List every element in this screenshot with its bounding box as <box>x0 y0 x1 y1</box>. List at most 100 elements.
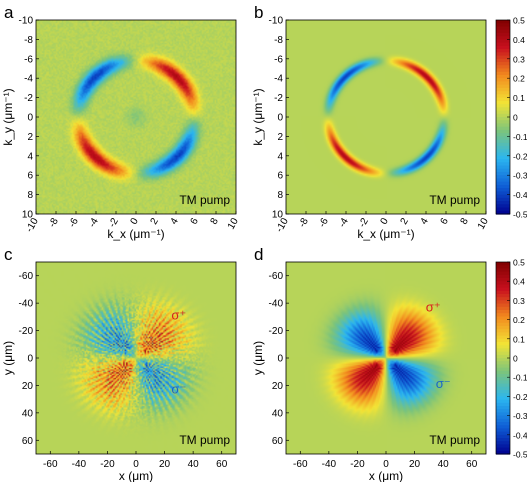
colorbar-swatch <box>496 374 510 378</box>
colorbar-swatch <box>496 133 510 137</box>
x-tick-label-c: 20 <box>159 459 171 470</box>
colorbar-swatch <box>496 26 510 31</box>
colorbar-swatch <box>496 87 510 92</box>
polarization-label-d: σ⁻ <box>436 376 451 391</box>
x-axis-label-d: x (μm) <box>369 469 403 482</box>
colorbar-swatch <box>496 49 510 53</box>
colorbar-swatch <box>496 149 510 154</box>
colorbar-swatch <box>496 367 510 372</box>
colorbar-swatch <box>496 197 510 202</box>
colorbar-swatch <box>496 68 510 73</box>
y-tick-label-b: 10 <box>272 210 284 221</box>
y-tick-label-a: 2 <box>27 132 33 143</box>
colorbar-swatch <box>496 74 510 79</box>
colorbar-swatch <box>496 45 510 50</box>
colorbar-swatch <box>496 329 510 333</box>
x-tick-label-b: -4 <box>337 216 351 230</box>
colorbar-tick-label: 0.5 <box>513 258 525 268</box>
colorbar-swatch <box>496 316 510 321</box>
colorbar-swatch <box>496 409 510 413</box>
colorbar-swatch <box>496 319 510 324</box>
x-tick-label-a: -4 <box>87 216 101 230</box>
colorbar-swatch <box>496 377 510 381</box>
x-tick-label-a: 8 <box>209 216 222 227</box>
colorbar-tick-label: -0.2 <box>513 151 527 161</box>
colorbar-swatch <box>496 303 510 308</box>
colorbar-swatch <box>496 262 510 266</box>
annotation-d: TM pump <box>429 433 480 447</box>
x-tick-label-d: 40 <box>438 459 450 470</box>
colorbar-swatch <box>496 175 510 180</box>
colorbar-swatch <box>496 332 510 337</box>
y-axis-label-b: k_y (μm⁻¹) <box>251 88 265 145</box>
y-axis-label-a: k_y (μm⁻¹) <box>1 88 15 145</box>
colorbar-b: 0.5 0.4 0.3 0.2 0.1 0 -0.1 -0.2 -0.3 -0.4 -0.5 <box>495 16 527 220</box>
y-tick-label-d: -40 <box>269 299 284 310</box>
panel-letter-a: a <box>4 3 14 22</box>
polarization-label-c: σ⁺ <box>171 308 186 323</box>
x-tick-label-d: -60 <box>293 459 308 470</box>
colorbar-swatch <box>496 84 510 89</box>
x-tick-label-a: 0 <box>129 216 142 227</box>
y-tick-label-a: -2 <box>24 93 33 104</box>
y-tick-label-a: 10 <box>22 210 34 221</box>
colorbar-swatch <box>496 441 510 445</box>
colorbar-swatch <box>496 81 510 86</box>
y-tick-label-b: 2 <box>277 132 283 143</box>
colorbar-swatch <box>496 29 510 34</box>
x-tick-label-a: 6 <box>189 216 202 227</box>
colorbar-swatch <box>496 418 510 423</box>
x-tick-label-b: -8 <box>297 216 311 230</box>
colorbar-tick-label: 0.1 <box>513 334 525 344</box>
x-tick-label-a: 2 <box>149 216 162 227</box>
colorbar-tick-label: 0.3 <box>513 296 525 306</box>
colorbar-swatch <box>496 91 510 95</box>
colorbar-d: 0.5 0.4 0.3 0.2 0.1 0 -0.1 -0.2 -0.3 -0.4 -0.5 <box>495 258 527 460</box>
y-tick-label-d: 0 <box>277 354 283 365</box>
colorbar-swatch <box>496 55 510 60</box>
colorbar-swatch <box>496 380 510 385</box>
colorbar-swatch <box>496 431 510 436</box>
colorbar-swatch <box>496 399 510 404</box>
y-tick-label-b: 4 <box>277 151 283 162</box>
x-tick-label-c: -40 <box>72 459 87 470</box>
colorbar-swatch <box>496 65 510 70</box>
colorbar-swatch <box>496 184 510 189</box>
colorbar-tick-label: -0.3 <box>513 411 527 421</box>
y-tick-label-b: -8 <box>274 35 283 46</box>
y-tick-label-c: -20 <box>19 326 34 337</box>
colorbar-tick-label: -0.2 <box>513 392 527 402</box>
colorbar-swatch <box>496 210 510 215</box>
colorbar-swatch <box>496 306 510 311</box>
colorbar-swatch <box>496 71 510 76</box>
annotation-a: TM pump <box>179 193 230 207</box>
colorbar-swatch <box>496 406 510 410</box>
heatmap-a <box>36 20 236 214</box>
colorbar-tick-label: -0.5 <box>513 210 527 220</box>
x-tick-label-b: -6 <box>317 216 331 230</box>
x-tick-label-b: 2 <box>399 216 412 227</box>
colorbar-swatch <box>496 393 510 397</box>
colorbar-swatch <box>496 290 510 295</box>
y-tick-label-a: 0 <box>27 113 33 124</box>
heatmap-b <box>286 20 486 214</box>
colorbar-swatch <box>496 20 510 24</box>
colorbar-swatch <box>496 428 510 433</box>
colorbar-swatch <box>496 351 510 356</box>
colorbar-swatch <box>496 342 510 346</box>
colorbar-tick-label: 0.4 <box>513 277 525 287</box>
colorbar-tick-label: -0.3 <box>513 171 527 181</box>
y-tick-label-b: -6 <box>274 54 283 65</box>
colorbar-tick-label: 0.2 <box>513 315 525 325</box>
colorbar-swatch <box>496 136 510 141</box>
y-tick-label-c: 60 <box>22 436 34 447</box>
x-axis-label-c: x (μm) <box>119 469 153 482</box>
colorbar-swatch <box>496 294 510 298</box>
colorbar-swatch <box>496 313 510 317</box>
y-tick-label-a: 8 <box>27 190 33 201</box>
x-tick-label-a: -6 <box>67 216 81 230</box>
colorbar-tick-label: 0.3 <box>513 54 525 64</box>
colorbar-swatch <box>496 265 510 269</box>
colorbar-swatch <box>496 191 510 196</box>
y-tick-label-a: -10 <box>19 16 34 27</box>
